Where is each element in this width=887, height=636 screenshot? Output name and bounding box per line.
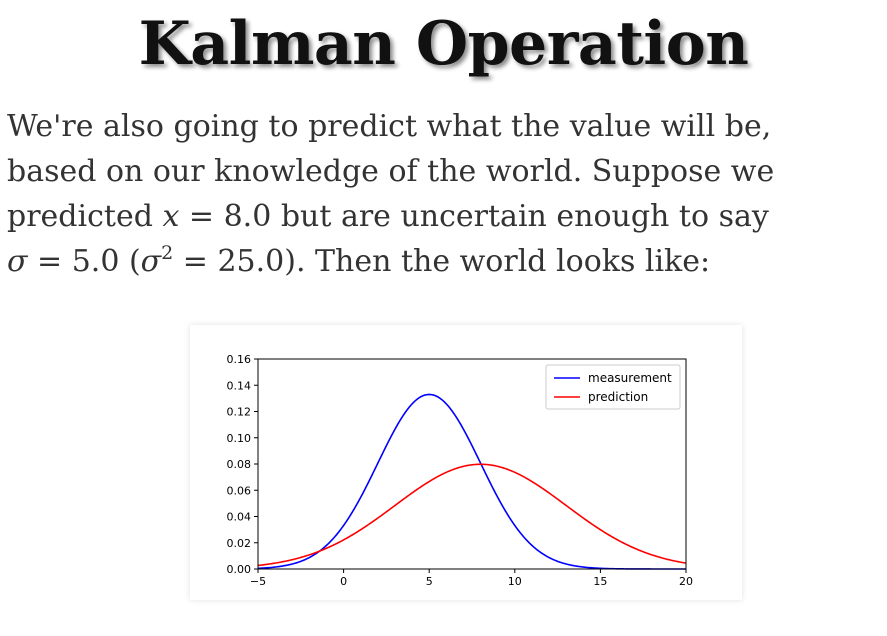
y-tick-label: 0.16 (227, 353, 252, 366)
body-text-run: = 5.0 ( (27, 244, 141, 279)
body-line: We're also going to predict what the val… (7, 104, 882, 149)
body-text-run: based on our knowledge of the world. Sup… (7, 154, 775, 189)
body-text-run: predicted (7, 199, 163, 234)
x-tick-label: 10 (508, 575, 522, 588)
slide-title: Kalman Operation (138, 9, 749, 79)
math-superscript: 2 (161, 242, 174, 264)
y-tick-label: 0.10 (227, 432, 252, 445)
body-line: predicted x = 8.0 but are uncertain enou… (7, 194, 882, 239)
legend-label: prediction (588, 390, 648, 404)
x-tick-label: 5 (426, 575, 433, 588)
slide-body-text: We're also going to predict what the val… (7, 104, 882, 284)
x-tick-label: 15 (593, 575, 607, 588)
math-symbol: σ (7, 244, 28, 279)
chart-figure: −5 0 5 10 15 20 0.00 0.02 0.04 0.06 0.08 0.10 0.12 0.… (190, 325, 742, 600)
body-line: based on our knowledge of the world. Sup… (7, 149, 882, 194)
body-line: σ = 5.0 (σ2 = 25.0). Then the world look… (7, 239, 882, 284)
body-text-run: = 8.0 but are uncertain enough to say (179, 199, 769, 234)
y-tick-label: 0.08 (227, 458, 252, 471)
body-text-run: We're also going to predict what the val… (7, 109, 772, 144)
y-tick-label: 0.02 (227, 537, 252, 550)
body-text-run: = 25.0). Then the world looks like: (173, 244, 711, 279)
y-tick-label: 0.14 (227, 379, 252, 392)
math-symbol: x (162, 199, 180, 234)
gaussian-plot: −5 0 5 10 15 20 0.00 0.02 0.04 0.06 0.08 0.10 0.12 0.… (227, 353, 694, 588)
y-tick-label: 0.04 (227, 511, 252, 524)
x-tick-label: 20 (679, 575, 693, 588)
legend-label: measurement (588, 371, 672, 385)
y-tick-label: 0.12 (227, 406, 252, 419)
x-tick-label: −5 (250, 575, 266, 588)
x-tick-label: 0 (340, 575, 347, 588)
series-line-prediction (257, 463, 687, 567)
y-tick-label: 0.06 (227, 484, 252, 497)
math-symbol: σ (140, 244, 162, 279)
y-tick-label: 0.00 (227, 563, 252, 576)
legend-box (545, 364, 681, 410)
